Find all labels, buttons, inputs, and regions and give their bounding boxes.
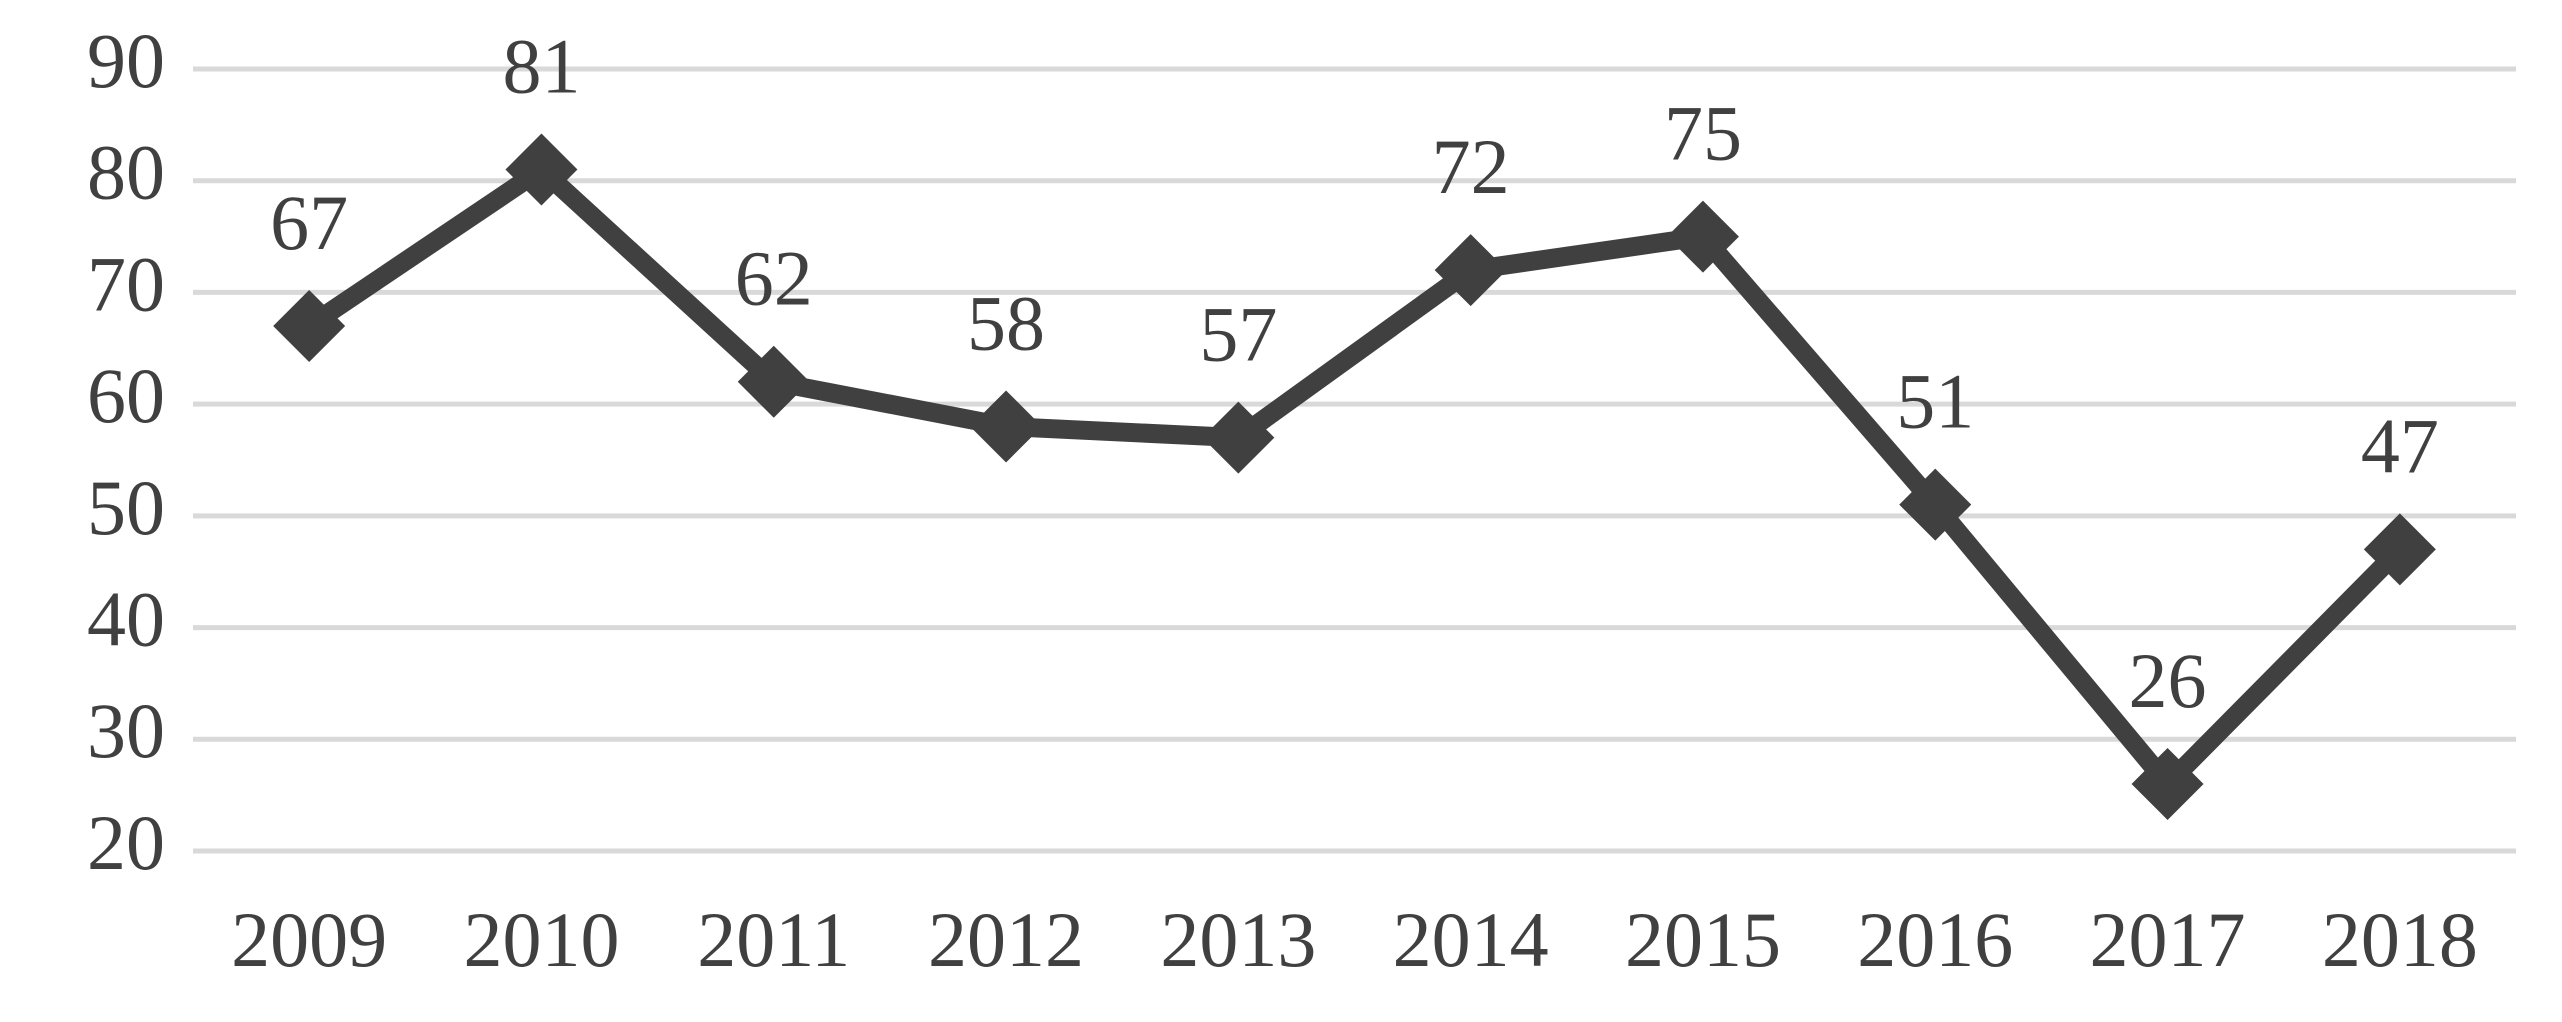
data-label: 72 xyxy=(1432,123,1510,210)
marker xyxy=(970,390,1043,463)
marker xyxy=(2131,747,2204,820)
marker xyxy=(737,345,810,418)
x-tick-label: 2018 xyxy=(2322,896,2478,983)
x-tick-label: 2010 xyxy=(463,896,619,983)
data-label: 57 xyxy=(1199,291,1277,378)
y-tick-label: 20 xyxy=(87,799,165,886)
x-tick-label: 2009 xyxy=(231,896,387,983)
y-tick-label: 90 xyxy=(87,17,165,104)
y-tick-label: 50 xyxy=(87,464,165,551)
line xyxy=(303,160,2407,794)
x-tick-label: 2011 xyxy=(697,896,850,983)
x-tick-label: 2016 xyxy=(1857,896,2013,983)
y-tick-label: 70 xyxy=(87,240,165,327)
marker xyxy=(1899,468,1972,541)
y-tick-label: 40 xyxy=(87,575,165,662)
marker xyxy=(1434,234,1507,307)
data-label: 67 xyxy=(270,179,348,266)
x-tick-label: 2014 xyxy=(1393,896,1549,983)
data-label: 81 xyxy=(502,22,580,109)
data-label: 62 xyxy=(735,235,813,322)
x-tick-label: 2015 xyxy=(1625,896,1781,983)
marker xyxy=(1202,401,1275,474)
data-label: 58 xyxy=(967,279,1045,366)
marker xyxy=(273,289,346,362)
data-label: 47 xyxy=(2361,402,2439,489)
y-tick-label: 30 xyxy=(87,687,165,774)
marker xyxy=(1666,200,1739,273)
data-label: 75 xyxy=(1664,89,1742,176)
marker xyxy=(505,133,578,206)
data-label: 51 xyxy=(1896,358,1974,445)
x-tick-label: 2012 xyxy=(928,896,1084,983)
data-label: 26 xyxy=(2129,637,2207,724)
y-tick-label: 80 xyxy=(87,129,165,216)
y-tick-label: 60 xyxy=(87,352,165,439)
marker xyxy=(2363,513,2436,586)
x-tick-label: 2013 xyxy=(1160,896,1316,983)
x-tick-label: 2017 xyxy=(2090,896,2246,983)
